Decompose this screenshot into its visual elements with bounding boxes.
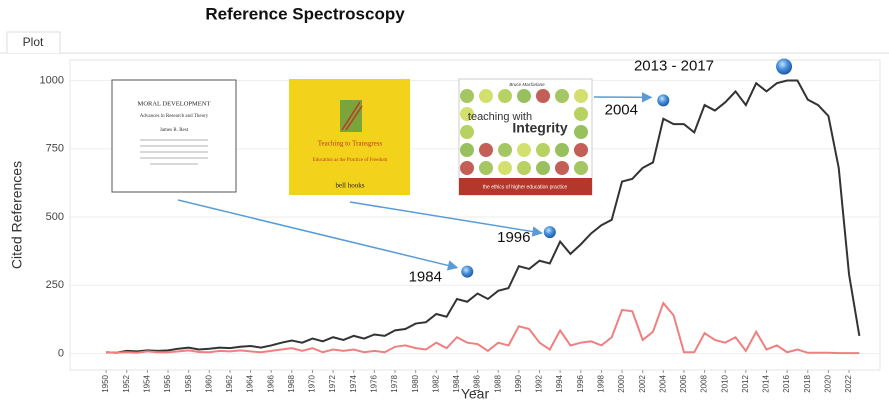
x-tick-label: 2022 (844, 374, 853, 392)
x-tick-label: 2004 (658, 374, 667, 392)
cover-dot (555, 161, 569, 175)
x-tick-label: 1962 (225, 374, 234, 392)
cover-dot (479, 161, 493, 175)
annotation-marker (461, 266, 473, 278)
x-tick-label: 2020 (824, 374, 833, 392)
annotation-marker (776, 59, 792, 75)
book-subtitle: Advances in Research and Theory (140, 114, 209, 119)
x-tick-label: 1976 (370, 374, 379, 392)
x-tick-label: 1954 (142, 374, 151, 392)
x-tick-label: 2014 (762, 374, 771, 392)
cover-dot (460, 161, 474, 175)
x-tick-label: 2012 (741, 374, 750, 392)
cover-dot (460, 143, 474, 157)
cover-dot (498, 143, 512, 157)
book-subtitle: the ethics of higher education practice (483, 184, 567, 190)
book-author: Bruce Macfarlane (509, 82, 545, 87)
book-subtitle: Education as the Practice of Freedom (313, 158, 388, 163)
x-tick-label: 2008 (700, 374, 709, 392)
book-author: James R. Rest (160, 128, 189, 133)
x-tick-label: 1952 (122, 374, 131, 392)
x-tick-label: 1984 (452, 374, 461, 392)
x-tick-label: 1960 (204, 374, 213, 392)
x-tick-label: 2006 (679, 374, 688, 392)
annotation-label: 2004 (605, 101, 638, 118)
x-tick-label: 1950 (101, 374, 110, 392)
book-cover: MORAL DEVELOPMENT Advances in Research a… (112, 80, 236, 192)
cover-dot (498, 161, 512, 175)
x-tick-label: 1958 (184, 374, 193, 392)
cover-dot (517, 143, 531, 157)
chart-title: Reference Spectroscopy (205, 4, 405, 23)
cover-dot (536, 161, 550, 175)
book-cover: Teaching to Transgress Education as the … (289, 79, 410, 195)
cover-dot (536, 89, 550, 103)
y-tick-label: 750 (46, 143, 64, 155)
y-tick-label: 1000 (40, 74, 64, 86)
x-tick-label: 1988 (493, 374, 502, 392)
cover-dot (555, 143, 569, 157)
cover-dot (574, 89, 588, 103)
cover-dot (460, 125, 474, 139)
cover-dot (574, 107, 588, 121)
cover-dot (574, 161, 588, 175)
x-tick-label: 1968 (287, 374, 296, 392)
book-title: Teaching to Transgress (318, 140, 383, 148)
x-tick-label: 1974 (349, 374, 358, 392)
book-author: bell hooks (336, 182, 365, 190)
y-tick-label: 250 (46, 279, 64, 291)
annotation-label: 2013 - 2017 (634, 58, 714, 75)
x-axis-label: Year (461, 386, 490, 402)
cover-dot (536, 143, 550, 157)
x-tick-label: 2016 (782, 374, 791, 392)
cover-dot (479, 143, 493, 157)
annotation-marker (657, 94, 669, 106)
x-tick-label: 1990 (514, 374, 523, 392)
cover-dot (517, 89, 531, 103)
tab-label[interactable]: Plot (23, 35, 44, 49)
x-tick-label: 1994 (555, 374, 564, 392)
x-tick-label: 1972 (328, 374, 337, 392)
x-tick-label: 2000 (617, 374, 626, 392)
annotation-label: 1996 (497, 229, 530, 246)
x-tick-label: 1978 (390, 374, 399, 392)
annotation-label: 1984 (409, 269, 442, 286)
cover-dot (460, 89, 474, 103)
x-tick-label: 1956 (163, 374, 172, 392)
book-title: MORAL DEVELOPMENT (138, 100, 211, 107)
x-tick-label: 1998 (597, 374, 606, 392)
x-tick-label: 1980 (411, 374, 420, 392)
x-tick-label: 1982 (431, 374, 440, 392)
x-tick-label: 2002 (638, 374, 647, 392)
book-2 (289, 79, 410, 195)
cover-dot (517, 161, 531, 175)
annotation-marker (544, 226, 556, 238)
cover-dot (479, 89, 493, 103)
cover-dot (498, 89, 512, 103)
x-tick-label: 2010 (720, 374, 729, 392)
book-title: Integrity (512, 120, 567, 136)
cover-dot (574, 125, 588, 139)
y-tick-label: 0 (58, 348, 64, 360)
page: Reference Spectroscopy Plot 0 250 500 750 10… (0, 0, 889, 403)
cover-dot (555, 89, 569, 103)
x-tick-label: 1970 (308, 374, 317, 392)
y-axis-label: Cited References (9, 161, 25, 269)
book-cover: Bruce Macfarlane teaching with Integrity… (459, 79, 592, 195)
x-tick-label: 2018 (803, 374, 812, 392)
x-tick-label: 1992 (535, 374, 544, 392)
y-tick-label: 500 (46, 211, 64, 223)
book-1 (112, 80, 236, 192)
x-tick-label: 1996 (576, 374, 585, 392)
x-tick-label: 1966 (266, 374, 275, 392)
cover-dot (574, 143, 588, 157)
x-tick-label: 1964 (246, 374, 255, 392)
